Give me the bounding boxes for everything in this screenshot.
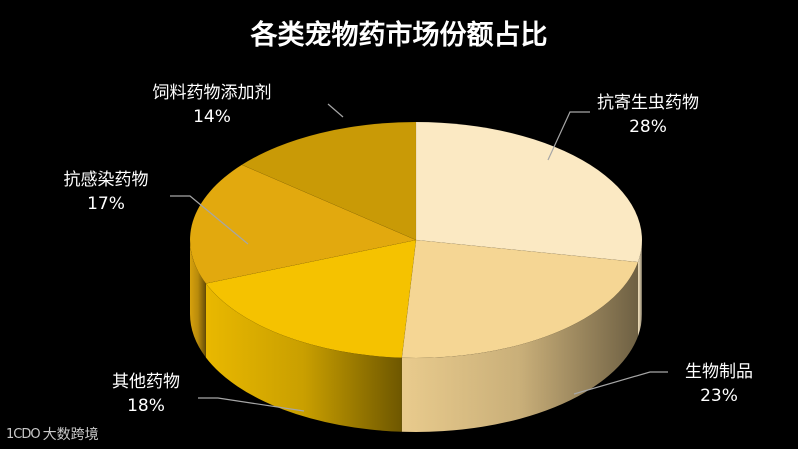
slice-category-label: 抗寄生虫药物	[597, 93, 699, 113]
slice-category-label: 生物制品	[685, 362, 753, 382]
chart-title: 各类宠物药市场份额占比	[250, 19, 548, 51]
pie-slice-1	[401, 239, 639, 359]
slice-category-label: 饲料药物添加剂	[153, 83, 272, 103]
slice-category-label: 其他药物	[112, 372, 180, 392]
pie-slices	[189, 121, 643, 359]
leader-line-1	[573, 371, 668, 395]
pie-side-3	[190, 240, 206, 358]
watermark-text: 大数跨境	[42, 427, 99, 443]
leader-line-4	[327, 103, 344, 118]
pie-side-2	[205, 283, 402, 432]
pie-slice-4	[241, 121, 417, 241]
pie-sides	[190, 240, 642, 432]
leader-line-3	[170, 195, 249, 245]
watermark-logo: 1CDO	[6, 426, 41, 442]
slice-value-label: 28%	[629, 117, 667, 137]
slice-labels: 抗寄生虫药物 28% 生物制品 23% 其他药物 18% 抗感染药物 17% 饲料药物添加剂 14…	[64, 83, 754, 416]
pie-side-0	[637, 240, 642, 337]
leader-line-2	[198, 397, 305, 412]
pie-side-1	[401, 262, 638, 432]
pie-slice-3	[189, 164, 417, 284]
slice-value-label: 14%	[193, 107, 231, 127]
leader-line-0	[547, 111, 590, 161]
slice-value-label: 23%	[700, 386, 738, 406]
pie-slice-0	[415, 121, 643, 263]
pie-slice-2	[205, 239, 417, 359]
leader-lines	[170, 103, 668, 412]
slice-value-label: 18%	[127, 396, 165, 416]
slice-category-label: 抗感染药物	[64, 170, 149, 190]
slice-value-label: 17%	[87, 194, 125, 214]
watermark: 1CDO 大数跨境	[6, 424, 99, 444]
